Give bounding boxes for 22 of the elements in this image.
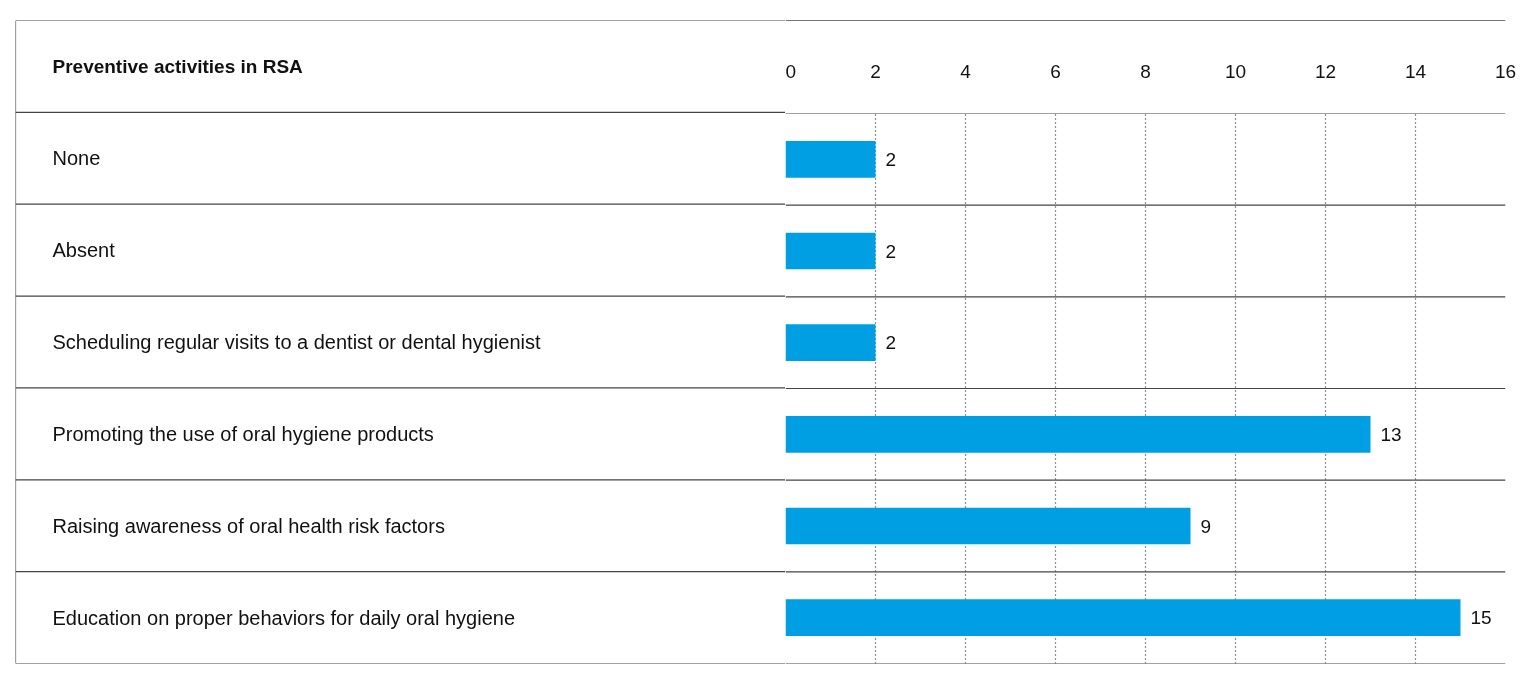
data-label: 2 — [885, 332, 897, 354]
data-label: 2 — [885, 240, 897, 262]
x2-tick-label: 8 — [1140, 60, 1151, 82]
x2-tick-label: 14 — [1404, 60, 1427, 82]
y-tick-label: Promoting the use of oral hygiene products — [52, 422, 434, 445]
x2-tick-label: 12 — [1314, 60, 1337, 82]
y-tick-label: Education on proper behaviors for daily oral hygiene — [52, 606, 516, 629]
data-label: 2 — [885, 148, 897, 170]
y-tick-label: Absent — [52, 239, 116, 262]
text: Preventive activities in RSA — [52, 55, 304, 77]
x2-tick-label: 4 — [960, 60, 972, 82]
x2-tick-label: 0 — [785, 60, 797, 82]
data-label: 9 — [1200, 515, 1212, 537]
y-tick-label: None — [52, 147, 101, 170]
x2-tick-label: 6 — [1050, 60, 1061, 82]
x2-tick-label: 16 — [1494, 60, 1517, 82]
y-tick-label: Scheduling regular visits to a dentist or dental hygienist — [52, 331, 541, 353]
x2-tick-label: 2 — [870, 60, 881, 82]
data-label: 15 — [1470, 607, 1492, 629]
y-tick-label: Raising awareness of oral health risk factors — [52, 514, 445, 537]
x2-tick-label: 10 — [1224, 60, 1247, 82]
data-label: 13 — [1380, 423, 1402, 445]
